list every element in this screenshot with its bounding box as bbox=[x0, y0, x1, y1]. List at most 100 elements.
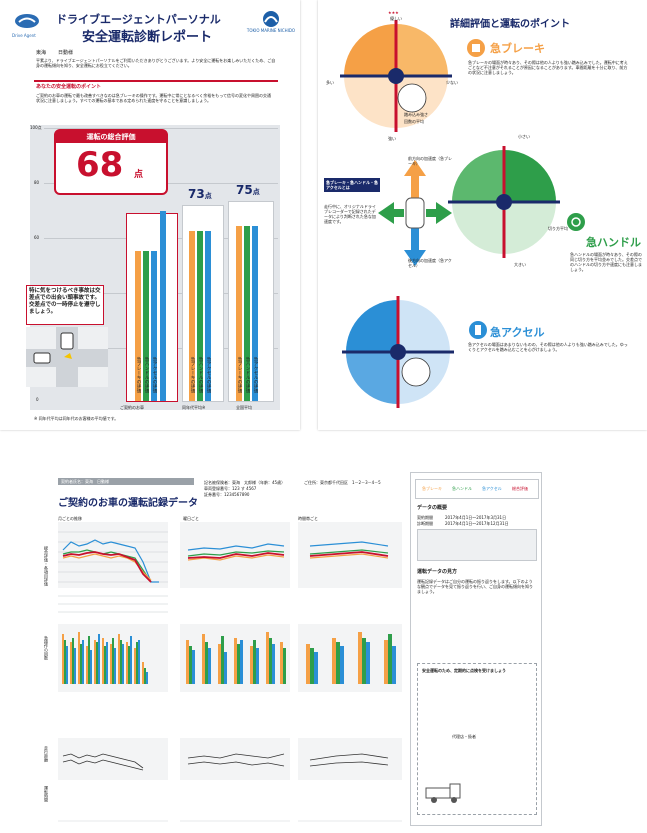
y-label: 急操作の回数 bbox=[44, 636, 49, 660]
legend-b: 回数の平均 bbox=[404, 119, 424, 124]
intersection-illustration-icon bbox=[26, 327, 108, 387]
guide-text: 運転記録データはご自分の運転の振り返りをします。以下のような観点でデータを見て振… bbox=[417, 579, 533, 594]
intro-text: 平素より、ドライブエージェントパーソナルをご利用いただきありがとうございます。よ… bbox=[36, 58, 276, 68]
dealer-label: 代理店・扱者 bbox=[452, 734, 476, 739]
record-info: ご住所：東京都千代田区 1－2－3－4－5 bbox=[304, 480, 381, 485]
logo-text: Drive Agent bbox=[12, 33, 36, 38]
report-title-line2: 安全運転診断レポート bbox=[82, 30, 213, 45]
brake-pedal-icon bbox=[467, 39, 485, 57]
rear-label: 後方向の加速度（急アクセル） bbox=[408, 258, 452, 268]
footnote: ※ 同年代平均は同年代のお客様の平均値です。 bbox=[34, 416, 119, 421]
contract-car-bars: 急ブレーキの評価 急ハンドルの評価 急アクセルの評価 bbox=[126, 211, 178, 402]
legend-item: 急ブレーキ bbox=[422, 486, 442, 491]
drive-agent-logo-icon bbox=[15, 14, 39, 28]
bar-handle bbox=[143, 251, 149, 401]
details-title: 詳細評価と運転のポイント bbox=[450, 19, 570, 30]
tow-truck-icon bbox=[425, 783, 461, 803]
accident-advice: 特に気をつけるべき事故は交差点での出会い頭事故です。交差点での一時停止を遵守しま… bbox=[26, 285, 104, 325]
y-label: 運転時間 bbox=[44, 786, 49, 802]
x-label: 同年代平均※ bbox=[182, 405, 206, 410]
total-score-label: 運転の総合評価 bbox=[56, 131, 166, 143]
accel-title: 急アクセル bbox=[490, 326, 545, 339]
national-bars: 急ブレーキの評価 急ハンドルの評価 急アクセルの評価 bbox=[228, 201, 274, 402]
bar-total bbox=[160, 211, 166, 401]
axis-tick: 0 bbox=[36, 397, 39, 402]
period-label: 診断期間 bbox=[417, 521, 433, 526]
tips-title: 安全運転のため、定期的に点検を受けましょう bbox=[422, 668, 506, 673]
brand-logo-icon bbox=[263, 11, 279, 27]
weak-label: 小さい bbox=[518, 134, 530, 139]
report-page-details: 詳細評価と運転のポイント ★★★ 優しい 多い 少ない 強い 踏み込み強さ 回数… bbox=[318, 0, 647, 430]
strong-label: 強い bbox=[388, 136, 396, 141]
many-label: 多い bbox=[326, 80, 334, 85]
period-label: 契約期間 bbox=[417, 515, 433, 520]
national-score: 75点 bbox=[236, 183, 260, 197]
weekday-panel bbox=[180, 522, 290, 822]
legend-item: 急ハンドル bbox=[452, 486, 472, 491]
record-info: 証券番号：1234567890 bbox=[204, 492, 250, 497]
records-main: 契約者氏名：東海 日動様 ご契約のお車の運転記録データ 記名被保険者：東海 太郎… bbox=[44, 476, 404, 822]
y-label: 走行距離 bbox=[44, 746, 49, 762]
summary-table bbox=[417, 529, 537, 561]
report-page-summary: Drive Agent ドライブエージェントパーソナル 安全運転診断レポート T… bbox=[0, 0, 300, 430]
car-acceleration-diagram-icon bbox=[378, 160, 452, 266]
axis-tick: 60 bbox=[34, 235, 40, 240]
monthly-panel bbox=[58, 522, 168, 822]
accel-text: 急アクセルの場面はあまりないものの、その際は他の人よりも強い踏み込みでした。ゆっ… bbox=[468, 342, 628, 352]
records-title: ご契約のお車の運転記録データ bbox=[58, 498, 198, 509]
stars: ★★★ bbox=[388, 10, 399, 15]
divider bbox=[34, 80, 278, 82]
same-age-bars: 急ブレーキの評価 急ハンドルの評価 急アクセルの評価 bbox=[182, 205, 224, 402]
bar-accel bbox=[151, 251, 157, 401]
score-chart: 100点 80 60 40 20 0 急ブレーキの評価 急ハンドルの評価 急アク… bbox=[26, 125, 280, 410]
handle-chart bbox=[448, 146, 560, 258]
accel-chart bbox=[342, 296, 454, 408]
good-label: 優しい bbox=[390, 16, 402, 21]
legend-item: 急アクセル bbox=[482, 486, 502, 491]
same-age-score: 73点 bbox=[188, 187, 212, 201]
customer-label: 東海 bbox=[36, 50, 47, 56]
brake-text: 急ブレーキの場面が時々あり、その際は他の人よりも強い踏み込みでした。運転中に考え… bbox=[468, 60, 628, 75]
side-title: 急ブレーキ・急ハンドル・急アクセルとは bbox=[324, 178, 380, 192]
guide-title: 運転データの見方 bbox=[417, 569, 458, 575]
few-label: 少ない bbox=[446, 80, 458, 85]
legend: 急ブレーキ 急ハンドル 急アクセル 総合評価 bbox=[415, 479, 539, 499]
handle-text: 急ハンドルの場面が時々あり、その際の同じ切り方を平均並みでした。交差点でのハンド… bbox=[570, 252, 642, 272]
big-label: 大きい bbox=[514, 262, 526, 267]
front-label: 前方向の加速度（急ブレーキ） bbox=[408, 156, 452, 166]
record-info: 記名被保険者：東海 太郎様（年齢：45歳） bbox=[204, 480, 286, 485]
contract-label: 契約者氏名：東海 日動様 bbox=[58, 478, 194, 485]
accelerator-pedal-icon bbox=[469, 321, 487, 339]
customer-name: 日動様 bbox=[58, 50, 74, 56]
point-text: ご契約のお車の運転で最も改善すべきなのは急ブレーキの操作です。運転中に常にとなる… bbox=[36, 93, 271, 103]
legend-a: 踏み込み強さ bbox=[404, 112, 428, 117]
records-sidebar: 急ブレーキ 急ハンドル 急アクセル 総合評価 データの概要 契約期間 2017年… bbox=[410, 472, 542, 826]
x-label: ご契約のお車 bbox=[120, 405, 144, 410]
section-month: 月ごとの推移 bbox=[58, 516, 82, 521]
timeofday-panel bbox=[298, 522, 402, 822]
brake-title: 急ブレーキ bbox=[490, 42, 545, 55]
y-label: 総合評価・各項目評価 bbox=[44, 546, 49, 586]
bar-label: 急ハンドルの評価 bbox=[144, 357, 149, 393]
section-weekday: 曜日ごと bbox=[183, 516, 199, 521]
section-time: 時間帯ごと bbox=[298, 516, 318, 521]
period-value: 2017年4月1日～2017年12月31日 bbox=[445, 521, 509, 526]
data-summary-title: データの概要 bbox=[417, 505, 448, 511]
point-heading: あなたの安全運転のポイント bbox=[36, 84, 102, 90]
total-score-value: 68 bbox=[76, 145, 124, 185]
axis-tick: 80 bbox=[34, 180, 40, 185]
axis-tick: 100点 bbox=[30, 125, 42, 130]
report-page-records: 契約者氏名：東海 日動様 ご契約のお車の運転記録データ 記名被保険者：東海 太郎… bbox=[0, 466, 647, 833]
tips-box: 安全運転のため、定期的に点検を受けましょう 代理店・扱者 bbox=[417, 663, 537, 815]
brand-name: TOKIO MARINE NICHIDO bbox=[246, 28, 296, 33]
side-text: 走行中に、オリジナルドライブレコーダーで記録されたデータにより判断された急な加速… bbox=[324, 204, 376, 224]
brake-chart bbox=[340, 20, 452, 132]
legend-c: 切り方平均 bbox=[548, 226, 568, 231]
handle-title: 急ハンドル bbox=[586, 236, 641, 249]
steering-wheel-icon bbox=[567, 213, 585, 231]
record-info: 車両登録番号：123 す 4567 bbox=[204, 486, 257, 491]
bar-label: 急ブレーキの評価 bbox=[136, 357, 141, 393]
bar-brake bbox=[135, 251, 141, 401]
report-title-line1: ドライブエージェントパーソナル bbox=[56, 13, 221, 26]
period-value: 2017年4月1日～2017年3月31日 bbox=[445, 515, 507, 520]
